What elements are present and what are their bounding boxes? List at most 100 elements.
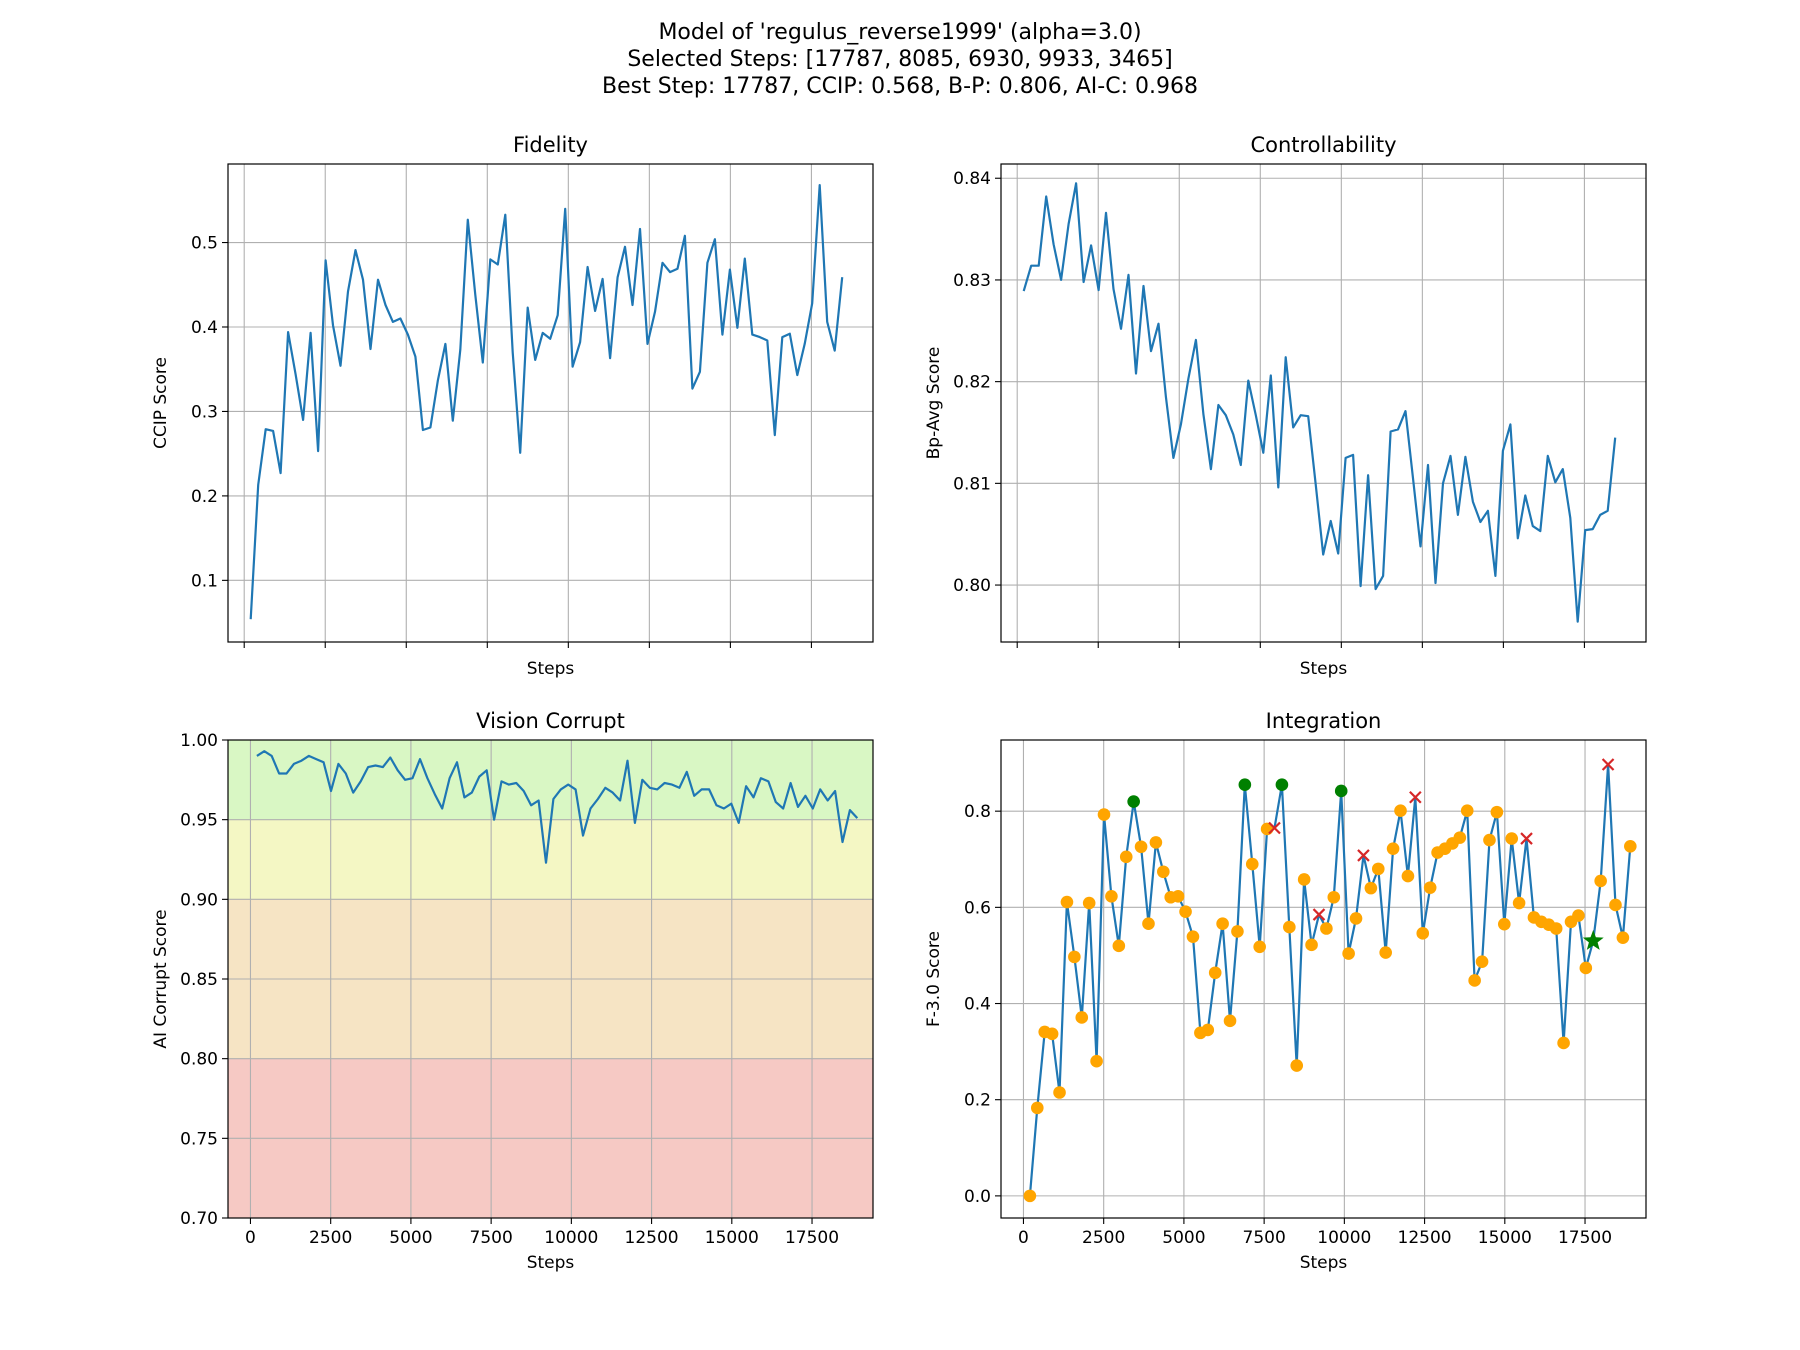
figure-title-line-1: Model of 'regulus_reverse1999' (alpha=3.… xyxy=(658,20,1142,45)
data-point xyxy=(1045,1027,1059,1041)
series-line xyxy=(256,750,859,864)
y-axis-label: Bp-Avg Score xyxy=(924,347,944,460)
data-point xyxy=(1349,912,1363,925)
plot-frame xyxy=(1000,739,1647,1219)
selected-step-marker xyxy=(1127,795,1140,808)
figure-title-line-2: Selected Steps: [17787, 8085, 6930, 9933… xyxy=(627,47,1173,72)
y-axis-label: AI Corrupt Score xyxy=(151,909,171,1048)
data-point xyxy=(1394,804,1407,817)
data-point xyxy=(1157,865,1170,879)
y-tick-label-3: 0.83 xyxy=(953,271,991,291)
data-point xyxy=(1609,898,1622,912)
series-line xyxy=(249,183,844,620)
chart-title: Integration xyxy=(1266,709,1382,733)
y-tick-label-1: 0.81 xyxy=(953,474,991,494)
data-point xyxy=(1483,833,1496,847)
data-point xyxy=(1142,917,1155,930)
data-point xyxy=(1023,1189,1037,1203)
integration-chart: 0 2500 5000 7500 10000 12500 15000 17500 0.0 0.2 0… xyxy=(924,709,1647,1273)
data-point xyxy=(1468,974,1481,987)
y-tick-label-0: 0.1 xyxy=(191,571,218,591)
data-point xyxy=(1097,808,1111,821)
y-tick-label-4: 0.90 xyxy=(180,890,218,910)
x-tick-label-3: 7500 xyxy=(470,1228,513,1248)
x-tick-label-6: 15000 xyxy=(1478,1228,1532,1248)
y-tick-label-4: 0.5 xyxy=(191,234,218,254)
data-point xyxy=(1497,917,1511,931)
y-tick-label-3: 0.6 xyxy=(964,898,991,918)
x-tick-label-7: 17500 xyxy=(785,1228,839,1248)
data-point xyxy=(1134,840,1148,854)
x-tick-label-0: 0 xyxy=(1018,1228,1029,1248)
x-tick-label-4: 10000 xyxy=(1317,1228,1371,1248)
data-point xyxy=(1305,938,1318,952)
data-point xyxy=(1416,927,1430,940)
chart-title: Vision Corrupt xyxy=(476,709,625,733)
data-point xyxy=(1505,832,1519,845)
excluded-point-marker xyxy=(1601,758,1615,771)
data-point xyxy=(1171,889,1185,903)
x-tick-label-0: 0 xyxy=(245,1228,256,1248)
vision-corrupt-chart: 0 2500 5000 7500 10000 12500 15000 17500 0.70 0.7… xyxy=(151,709,874,1273)
data-point xyxy=(1216,917,1229,930)
data-point xyxy=(1283,920,1296,934)
y-tick-label-1: 0.2 xyxy=(964,1091,991,1111)
fidelity-chart: 0.1 0.2 0.3 0.4 0.5 Fidelity Steps CCIP Score xyxy=(151,133,874,679)
chart-title: Fidelity xyxy=(513,133,588,157)
data-point xyxy=(1149,836,1163,849)
x-axis-label: Steps xyxy=(527,659,575,679)
data-point xyxy=(1075,1011,1089,1024)
data-point xyxy=(1053,1086,1066,1099)
y-axis-label: CCIP Score xyxy=(151,357,171,449)
series-line xyxy=(1028,763,1632,1196)
threshold-band-0 xyxy=(228,740,873,820)
excluded-point-marker xyxy=(1520,832,1533,845)
series-line xyxy=(1022,182,1617,623)
data-point xyxy=(1090,1054,1103,1068)
data-point xyxy=(1030,1101,1044,1115)
x-tick-label-2: 5000 xyxy=(389,1228,432,1248)
data-point xyxy=(1223,1014,1237,1028)
x-tick-label-3: 7500 xyxy=(1243,1228,1286,1248)
data-point xyxy=(1327,890,1341,904)
data-point xyxy=(1245,857,1259,871)
y-tick-label-2: 0.3 xyxy=(191,402,218,422)
x-tick-label-4: 10000 xyxy=(544,1228,598,1248)
data-point xyxy=(1119,850,1133,864)
x-tick-label-1: 2500 xyxy=(1082,1228,1125,1248)
y-tick-label-2: 0.82 xyxy=(953,373,991,393)
excluded-point-marker xyxy=(1357,849,1370,862)
figure-title-line-3: Best Step: 17787, CCIP: 0.568, B-P: 0.80… xyxy=(602,74,1198,99)
y-tick-label-5: 0.95 xyxy=(180,811,218,831)
x-tick-label-5: 12500 xyxy=(625,1228,679,1248)
data-point xyxy=(1297,873,1311,886)
data-point xyxy=(1186,930,1200,943)
selected-step-marker xyxy=(1238,778,1252,792)
y-tick-label-0: 0.80 xyxy=(953,576,991,596)
y-tick-label-4: 0.8 xyxy=(964,802,991,822)
data-point xyxy=(1423,881,1437,894)
data-point xyxy=(1060,895,1074,909)
data-point xyxy=(1579,961,1593,975)
y-tick-label-4: 0.84 xyxy=(953,169,991,189)
data-point xyxy=(1460,804,1474,817)
data-point xyxy=(1616,931,1630,944)
x-tick-label-6: 15000 xyxy=(705,1228,759,1248)
data-point xyxy=(1201,1023,1215,1037)
y-axis-label: F-3.0 Score xyxy=(924,931,944,1027)
data-point xyxy=(1386,842,1400,855)
data-point xyxy=(1549,922,1563,935)
y-tick-label-0: 0.0 xyxy=(964,1187,991,1207)
data-point xyxy=(1105,889,1118,903)
data-point xyxy=(1453,831,1467,844)
excluded-point-marker xyxy=(1312,908,1326,921)
data-point xyxy=(1594,874,1607,888)
y-tick-label-0: 0.70 xyxy=(180,1209,218,1229)
y-tick-label-6: 1.00 xyxy=(180,731,218,751)
y-tick-label-2: 0.4 xyxy=(964,995,991,1015)
data-point xyxy=(1068,950,1081,964)
x-tick-label-1: 2500 xyxy=(309,1228,352,1248)
plot-frame xyxy=(1000,163,1647,643)
data-point xyxy=(1490,805,1504,819)
data-point xyxy=(1253,940,1266,954)
